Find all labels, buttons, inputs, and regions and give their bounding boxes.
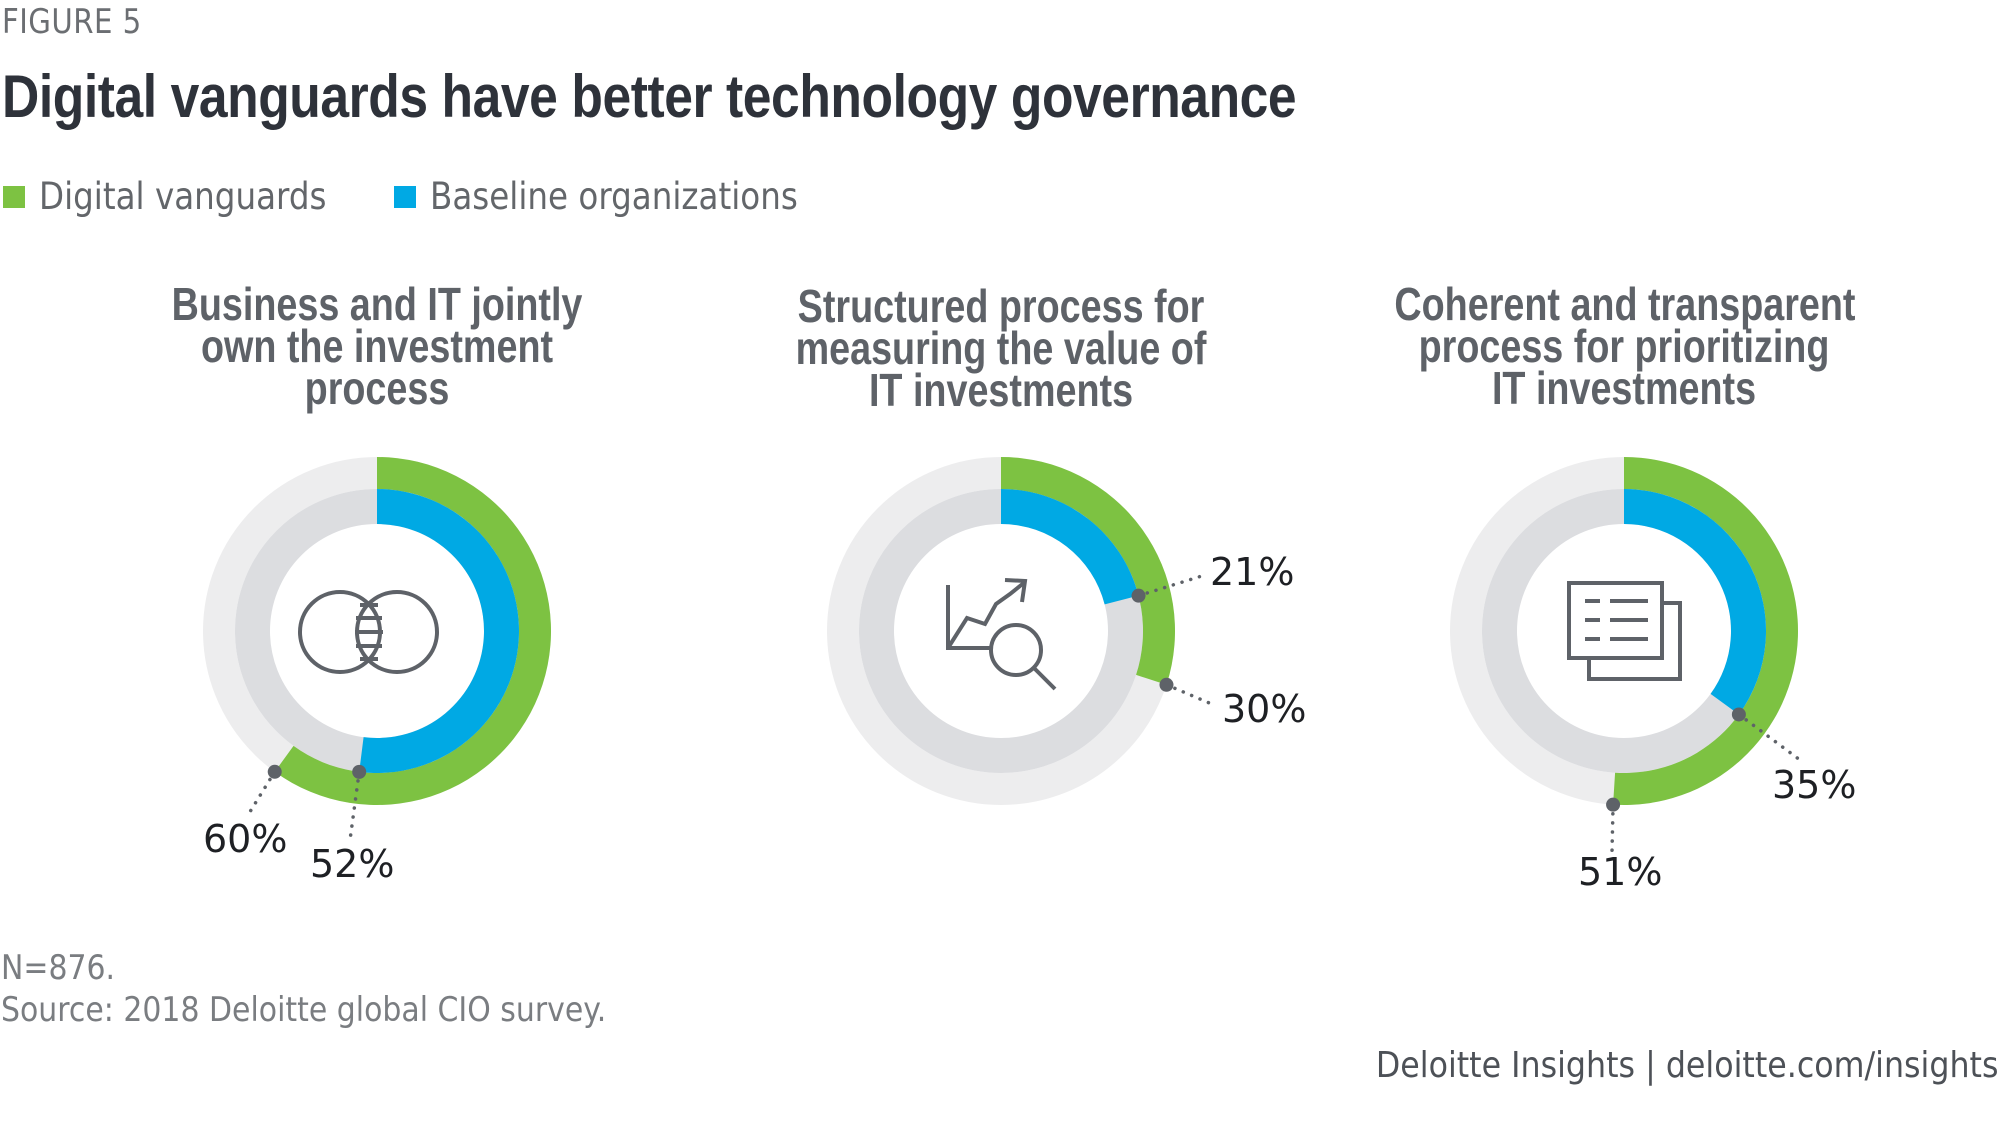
donut-1-leader-vanguards [246,770,277,817]
donut-title-3: Coherent and transparent process for pri… [1344,278,1904,414]
legend-swatch-baseline [393,185,416,208]
footnote-source: Source: 2018 Deloitte global CIO survey. [1,990,607,1030]
chart-title: Digital vanguards have better technology… [2,63,1297,130]
legend-swatch-vanguards [3,185,25,208]
donut-3: 51% 35% [1450,457,1856,894]
donut-1: 60% 52% [203,457,551,886]
venn-hatch-lines [355,603,383,661]
donut-1-marker-baseline [352,764,367,779]
donut-3-label-vanguards: 51% [1578,850,1662,894]
donut-2-marker-baseline [1131,588,1146,603]
documents-icon [1567,581,1682,681]
donut-title-3-line-3: IT investments [1491,362,1757,414]
donut-2: 30% 21% [827,457,1306,805]
credit-line: Deloitte Insights | deloitte.com/insight… [1375,1045,1998,1086]
donut-2-arc-baseline [1001,489,1139,605]
donut-3-leader-vanguards [1610,802,1615,854]
donut-2-arc-vanguards [1001,457,1176,685]
donut-3-label-baseline: 35% [1772,763,1856,807]
donut-2-marker-vanguards [1159,677,1174,692]
donut-1-arc-baseline [359,489,519,773]
donut-3-leader-baseline [1737,712,1802,762]
donut-1-label-vanguards: 60% [203,817,287,861]
legend-label-baseline: Baseline organizations [429,175,798,218]
legend-item-baseline: Baseline organizations [393,175,848,218]
donut-title-1-line-3: process [304,362,450,414]
donut-1-arc-vanguards [274,457,551,805]
donut-1-label-baseline: 52% [310,842,394,886]
donut-title-1: Business and IT jointly own the investme… [97,278,657,414]
donut-title-3-line-1: Coherent and transparent [1394,278,1856,330]
chart-magnifier-icon [946,578,1057,691]
donut-2-leader-vanguards [1164,683,1216,707]
donut-title-2-line-3: IT investments [868,364,1134,416]
donut-title-1-line-2: own the investment [200,320,554,372]
donut-3-marker-vanguards [1606,797,1621,812]
venn-diagram-icon [298,590,439,674]
legend: Digital vanguards Baseline organizations [3,175,886,218]
donut-3-arc-vanguards [1613,457,1798,806]
footnote-n: N=876. [1,948,116,988]
donut-2-label-baseline: 21% [1210,550,1294,594]
donut-3-marker-baseline [1731,707,1746,722]
donut-layer: 60% 52% 30% 21% 51% 35% [203,457,1856,894]
donut-3-arc-baseline [1624,489,1766,715]
figure-label: FIGURE 5 [2,2,142,42]
donut-1-marker-vanguards [267,764,282,779]
donut-title-2-line-2: measuring the value of [795,322,1207,374]
legend-label-vanguards: Digital vanguards [39,175,327,218]
donut-2-leader-baseline [1136,573,1207,598]
donut-2-label-vanguards: 30% [1222,687,1306,731]
donut-title-2: Structured process for measuring the val… [721,280,1281,416]
legend-item-vanguards: Digital vanguards [3,175,366,218]
donut-title-1-line-1: Business and IT jointly [171,278,583,330]
donut-title-2-line-1: Structured process for [797,280,1205,332]
donut-title-3-line-2: process for prioritizing [1418,320,1830,372]
